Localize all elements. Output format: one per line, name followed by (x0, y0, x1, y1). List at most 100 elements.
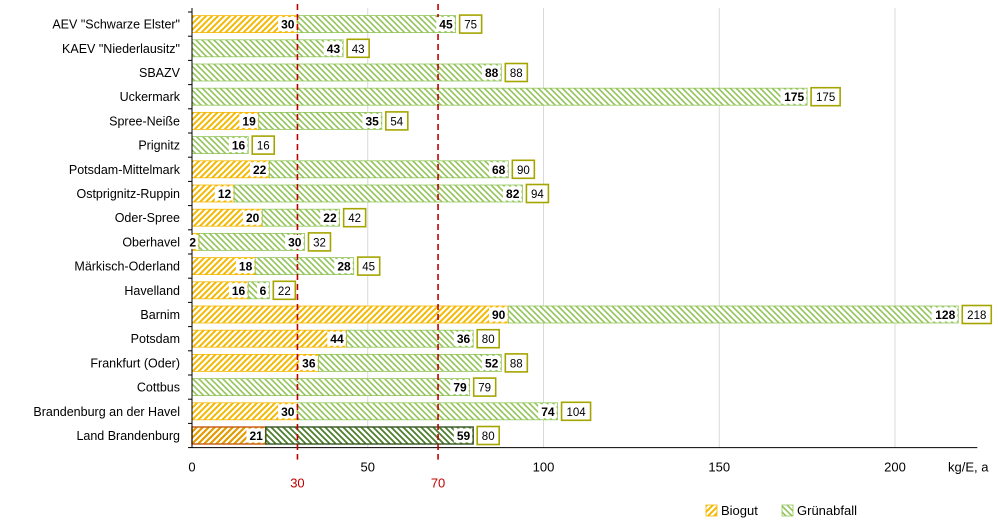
total-label: 54 (390, 116, 403, 128)
category-label: AEV "Schwarze Elster" (52, 18, 180, 32)
total-box (476, 425, 501, 446)
bar-gruenabfall (254, 257, 355, 276)
total-label: 104 (566, 407, 586, 419)
category-label: Uckermark (120, 90, 181, 104)
total-label: 32 (313, 237, 326, 249)
labels: AEV "Schwarze Elster" 30 45 75 KAEV "Niederl… (33, 14, 993, 446)
total-box (251, 135, 276, 155)
bar-gruenabfall (297, 15, 457, 34)
category-label: Frankfurt (Oder) (90, 356, 180, 370)
category-label: Land Brandenburg (76, 429, 180, 443)
value-label-bg (299, 355, 318, 370)
category-label: Spree-Neiße (109, 114, 180, 128)
value-label: 43 (327, 42, 341, 56)
value-label-bg (780, 89, 807, 104)
value-label: 35 (365, 114, 379, 128)
total-label: 88 (510, 68, 523, 80)
value-label-bg (278, 404, 297, 419)
bar-biogut (191, 305, 509, 324)
total-box (346, 38, 370, 59)
legend: Biogut Grünabfall (705, 503, 857, 518)
reference-line-label: 70 (431, 476, 445, 491)
value-label: 45 (439, 18, 453, 32)
legend-label: Biogut (721, 503, 758, 518)
x-tick-label: 0 (188, 460, 195, 475)
category-label: Oberhavel (122, 235, 180, 249)
value-label: 6 (260, 284, 267, 298)
value-label-bg (327, 331, 346, 346)
x-axis-unit-label: kg/E, a (948, 460, 989, 475)
bar-biogut (191, 329, 348, 348)
category-label: Brandenburg an der Havel (33, 405, 180, 419)
value-label-bg (453, 428, 473, 443)
value-label-bg (503, 186, 522, 201)
bar-gruenabfall (507, 305, 959, 324)
value-label-bg (239, 113, 258, 128)
value-label-bg (214, 186, 234, 201)
total-box (385, 111, 409, 131)
category-label: Oder-Spree (115, 211, 180, 225)
total-box (472, 377, 497, 397)
total-label: 80 (482, 334, 495, 346)
total-box (272, 280, 297, 301)
bar-gruenabfall (268, 160, 509, 179)
value-label: 90 (492, 308, 506, 322)
value-label: 19 (242, 114, 256, 128)
bar-gruenabfall (191, 39, 344, 58)
total-box (342, 207, 367, 228)
value-label: 21 (249, 429, 263, 443)
total-label: 75 (464, 20, 477, 32)
bar-gruenabfall (258, 112, 383, 130)
value-label: 36 (457, 332, 471, 346)
value-label-bg (228, 138, 248, 153)
value-label: 16 (232, 139, 246, 153)
total-box (356, 256, 381, 276)
total-label: 94 (531, 189, 544, 201)
value-label: 22 (253, 163, 267, 177)
bar-gruenabfall (265, 426, 474, 445)
total-box (511, 159, 536, 180)
legend-swatch-biogut (705, 504, 718, 517)
value-label-bg (323, 41, 343, 56)
value-label-bg (453, 331, 473, 346)
category-label: Cottbus (137, 381, 180, 395)
axes: 0 50 100 150 200 kg/E, a (188, 8, 989, 475)
bar-gruenabfall (318, 353, 502, 372)
bar-gruenabfall (297, 402, 558, 421)
value-label: 30 (281, 405, 295, 419)
value-label: 12 (218, 187, 232, 201)
value-label-bg (320, 210, 339, 225)
category-label: Havelland (124, 284, 180, 298)
value-label-bg (362, 113, 381, 128)
x-tick-label: 100 (533, 460, 555, 475)
value-label-bg (249, 162, 269, 177)
total-label: 22 (278, 286, 291, 298)
category-label: Märkisch-Oderland (74, 260, 180, 274)
value-label-bg (931, 307, 958, 322)
value-label: 82 (506, 187, 520, 201)
value-label-bg (481, 355, 501, 370)
legend-swatch-gruenabfall (781, 504, 794, 517)
total-label: 45 (362, 262, 375, 274)
total-label: 79 (478, 383, 491, 395)
value-label: 175 (784, 90, 804, 104)
value-label: 22 (323, 211, 337, 225)
value-label-bg (285, 234, 304, 249)
bar-gruenabfall (198, 232, 305, 251)
value-label: 30 (288, 235, 302, 249)
total-box (525, 183, 550, 204)
value-label-bg (235, 259, 255, 274)
bar-gruenabfall (346, 329, 474, 348)
value-label: 88 (485, 66, 499, 80)
category-label: Barnim (140, 308, 180, 322)
total-box (810, 86, 841, 107)
total-label: 42 (348, 213, 361, 225)
value-label: 59 (457, 429, 471, 443)
value-label: 79 (453, 381, 467, 395)
value-label-bg (488, 162, 508, 177)
category-label: SBAZV (139, 66, 181, 80)
bars (191, 15, 959, 445)
total-label: 80 (482, 431, 495, 443)
value-label-bg (186, 234, 199, 249)
reference-lines: 30 70 (290, 4, 445, 491)
